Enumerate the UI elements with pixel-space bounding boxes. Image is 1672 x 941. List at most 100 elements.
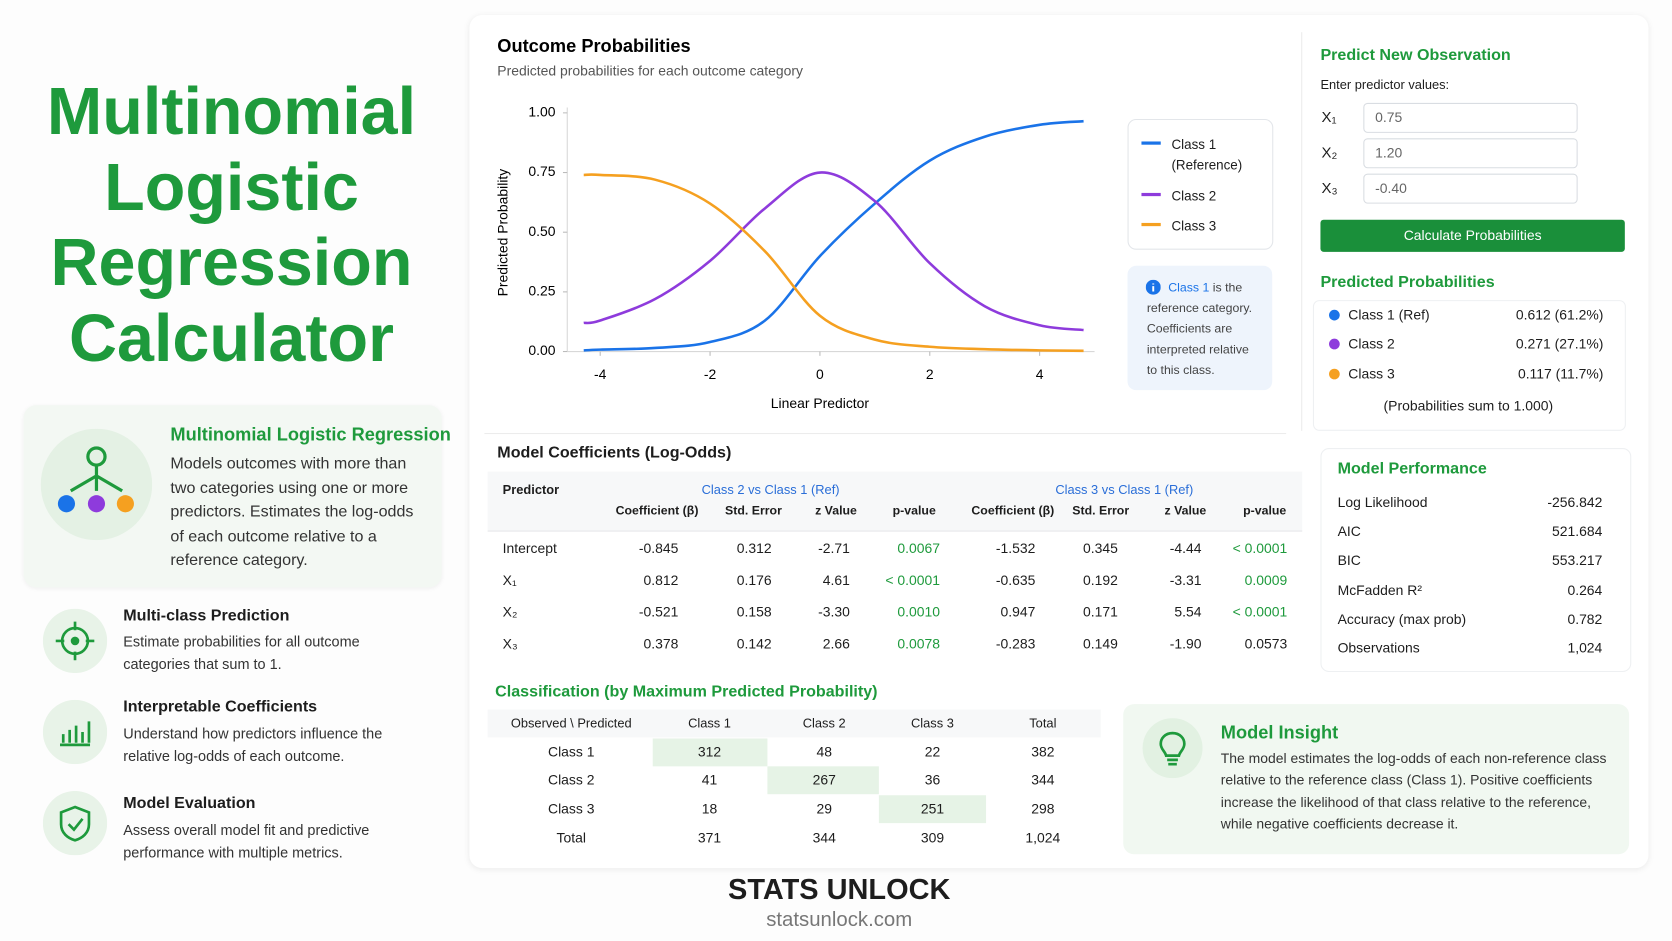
table-cell: -3.31: [1169, 572, 1202, 589]
table-cell: 48: [816, 743, 832, 760]
y-axis-label: Predicted Probability: [494, 169, 510, 297]
x-tick-label: 2: [926, 366, 934, 382]
divider: [1301, 32, 1303, 431]
intro-icon: [40, 428, 153, 541]
row-label: X₂: [502, 603, 518, 620]
table-cell: 4.61: [822, 572, 850, 589]
metric-value: 521.684: [1551, 523, 1603, 540]
info-icon: [1145, 279, 1161, 295]
table-cell: -0.635: [995, 572, 1036, 589]
p-value: < 0.0001: [1232, 603, 1288, 620]
column-header: Std. Error: [1072, 504, 1130, 518]
feature-title: Multi-class Prediction: [123, 606, 290, 625]
feature-title: Model Evaluation: [123, 794, 256, 813]
table-cell: -1.532: [995, 540, 1036, 557]
table-cell: 309: [920, 829, 945, 846]
p-value: 0.0067: [897, 540, 940, 557]
calculate-button[interactable]: Calculate Probabilities: [1320, 219, 1625, 252]
table-cell: 0.142: [736, 635, 772, 652]
input-label: X₁: [1321, 108, 1337, 126]
table-header-bg: [487, 709, 1101, 738]
y-tick-label: 0.00: [528, 342, 555, 358]
group-header: Class 3 vs Class 1 (Ref): [1055, 482, 1194, 498]
result-value: 0.271 (27.1%): [1515, 335, 1604, 352]
table-cell: 371: [697, 829, 722, 846]
table-cell: 0.312: [736, 540, 772, 557]
series-line: [583, 171, 1084, 332]
x-tick-label: 0: [816, 366, 824, 382]
metric-value: 553.217: [1551, 552, 1603, 569]
table-cell: 0.158: [736, 603, 772, 620]
insight-text: The model estimates the log-odds of each…: [1220, 750, 1607, 832]
result-value: 0.612 (61.2%): [1515, 306, 1604, 323]
metric-label: McFadden R²: [1337, 581, 1422, 598]
table-cell: 0.947: [1000, 603, 1036, 620]
table-cell: Total: [556, 829, 586, 846]
classification-title: Classification (by Maximum Predicted Pro…: [495, 682, 878, 701]
table-cell: 0.171: [1082, 603, 1118, 620]
results-box: [1312, 300, 1626, 431]
result-dot: [1329, 309, 1340, 321]
table-header: Predictor: [502, 482, 560, 498]
p-value: 0.0010: [897, 603, 940, 620]
table-cell: 251: [920, 800, 945, 817]
predict-title: Predict New Observation: [1320, 46, 1511, 65]
result-dot: [1329, 338, 1340, 350]
feature-title: Interpretable Coefficients: [123, 697, 318, 716]
note: Class 1 is the reference category. Coeff…: [1147, 279, 1260, 382]
feature-icon: [42, 790, 108, 856]
p-value: 0.0078: [897, 635, 940, 652]
result-value: 0.117 (11.7%): [1517, 365, 1604, 382]
input-field[interactable]: 0.75: [1363, 102, 1578, 133]
row-label: X₃: [502, 635, 518, 652]
feature-text: Assess overall model fit and predictive …: [123, 822, 370, 861]
table-cell: 0.378: [643, 635, 679, 652]
column-header: Std. Error: [725, 504, 782, 518]
input-field[interactable]: 1.20: [1363, 138, 1578, 169]
p-value: < 0.0001: [885, 572, 940, 589]
table-cell: -0.845: [638, 540, 679, 557]
column-header: Coefficient (β): [971, 504, 1055, 518]
table-cell: -1.90: [1169, 635, 1202, 652]
column-header: Class 1: [688, 715, 731, 731]
legend: [1127, 118, 1274, 250]
insight-icon: [1142, 718, 1203, 779]
series-line: [583, 119, 1084, 352]
table-cell: 267: [812, 771, 836, 788]
feature-icon: [42, 608, 108, 674]
result-dot: [1329, 368, 1340, 380]
legend-swatch: [1141, 192, 1161, 196]
legend-label: Class 1 (Reference): [1171, 137, 1243, 173]
input-field[interactable]: -0.40: [1363, 173, 1578, 204]
chart-title: Outcome Probabilities: [497, 36, 690, 56]
table-cell: 29: [816, 800, 832, 817]
table-cell: -0.521: [638, 603, 679, 620]
x-tick-label: -2: [704, 366, 717, 382]
diagonal-highlight: [767, 766, 879, 795]
legend-label: Class 2: [1171, 188, 1217, 204]
table-cell: 5.54: [1174, 603, 1202, 620]
input-label: X₃: [1321, 178, 1338, 197]
table-cell: Class 3: [548, 800, 595, 817]
table-cell: 0.812: [643, 572, 679, 589]
diagonal-highlight: [652, 738, 768, 767]
column-header: z Value: [815, 504, 857, 518]
table-cell: -2.71: [818, 540, 850, 557]
predict-prompt: Enter predictor values:: [1320, 77, 1450, 93]
feature-text: Estimate probabilities for all outcome c…: [123, 633, 360, 673]
note-highlight: Class 1: [1168, 281, 1210, 295]
table-cell: 0.345: [1082, 540, 1118, 557]
table-cell: 0.192: [1082, 572, 1118, 589]
y-tick-label: 1.00: [528, 104, 555, 120]
table-cell: -4.44: [1169, 540, 1202, 557]
note-text: is the reference category. Coefficients …: [1146, 281, 1253, 378]
chart: Outcome Probabilities Predicted probabil…: [494, 36, 1095, 411]
table-header-bg: [487, 471, 1303, 532]
coefficients-title: Model Coefficients (Log-Odds): [497, 443, 732, 462]
metric-value: 0.782: [1567, 610, 1603, 627]
input-label: X₂: [1321, 143, 1338, 161]
x-tick-label: -4: [594, 366, 607, 382]
table-cell: 312: [697, 743, 722, 760]
y-tick-label: 0.25: [528, 283, 555, 299]
